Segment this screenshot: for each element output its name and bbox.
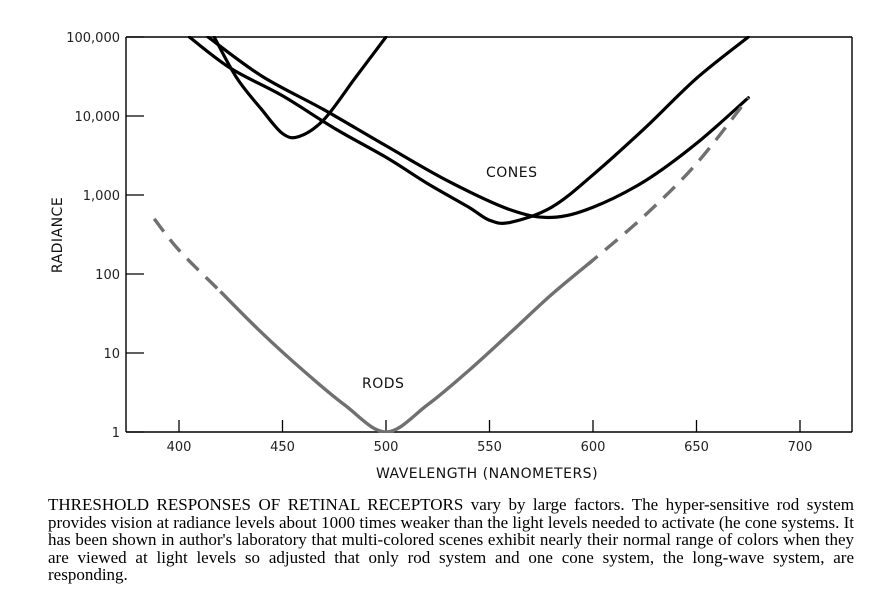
x-ticks: 400 450 500 550 600 650 700 (167, 420, 813, 455)
caption-body: vary by large factors. The hyper-sensiti… (48, 495, 855, 584)
y-tick-label: 100 (95, 268, 120, 283)
cone-curve-2 (187, 36, 750, 225)
rod-curve-solid (219, 258, 595, 433)
chart: 1 10 100 1,000 10,000 100,000 400 450 500 550 600… (50, 31, 853, 482)
x-tick-label: 650 (684, 440, 709, 455)
y-tick-label: 1,000 (83, 189, 120, 204)
y-ticks: 1 10 100 1,000 10,000 100,000 (66, 31, 144, 441)
y-tick-label: 1 (112, 426, 120, 441)
x-tick-label: 500 (374, 440, 399, 455)
cone-curve-3 (206, 36, 750, 220)
y-tick-label: 10,000 (75, 110, 121, 125)
series-layer (152, 36, 750, 433)
y-tick-label: 100,000 (66, 31, 120, 46)
x-axis-title: WAVELENGTH (NANOMETERS) (376, 466, 598, 482)
x-tick-label: 700 (788, 440, 813, 455)
caption-lead: THRESHOLD RESPONSES OF RETINAL RECEPTORS (48, 495, 464, 514)
x-tick-label: 550 (477, 440, 502, 455)
axes (125, 36, 853, 433)
rod-curve-dashed-right (587, 96, 750, 266)
y-axis-title: RADIANCE (50, 197, 66, 273)
x-tick-label: 450 (270, 440, 295, 455)
x-tick-label: 400 (167, 440, 192, 455)
rods-label: RODS (362, 376, 404, 392)
figure-caption: THRESHOLD RESPONSES OF RETINAL RECEPTORS… (48, 496, 854, 584)
cones-label: CONES (486, 165, 538, 181)
cone-curve-1 (212, 36, 388, 140)
rod-curve-dashed-left (152, 217, 222, 293)
y-tick-label: 10 (103, 347, 120, 362)
x-tick-label: 600 (581, 440, 606, 455)
